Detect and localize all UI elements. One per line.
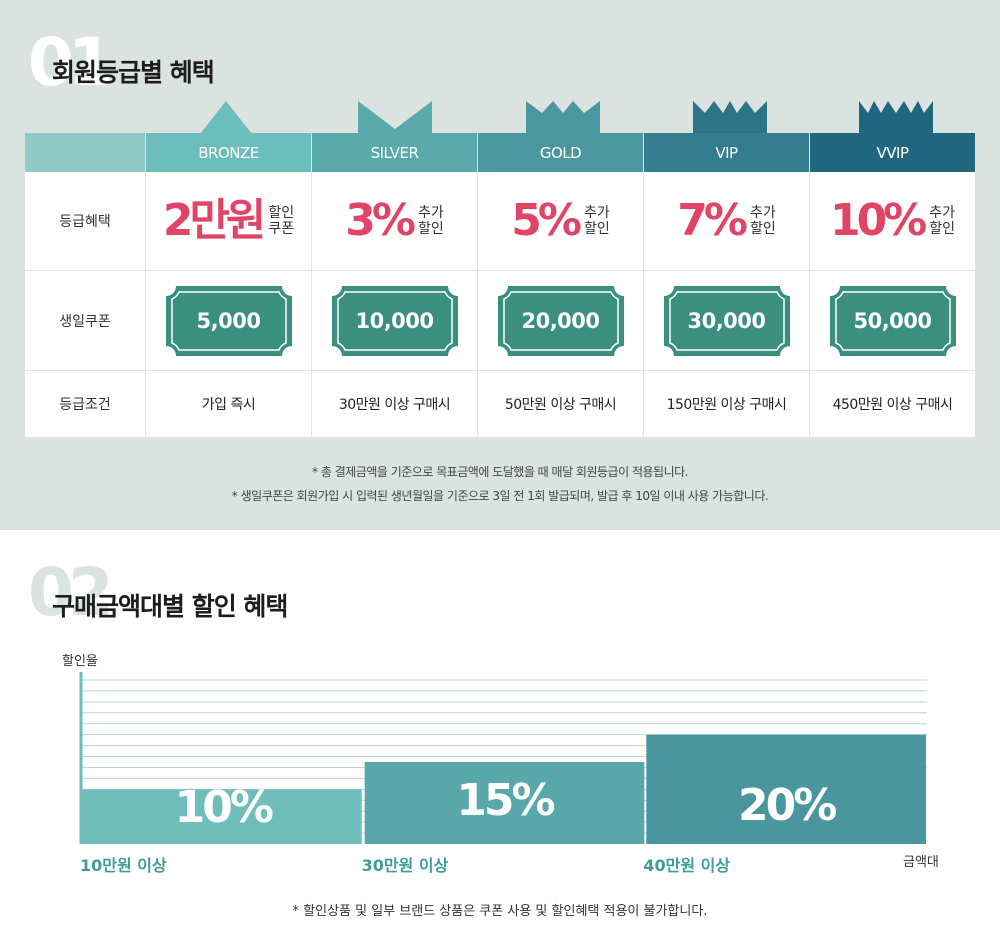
bar-value-label: 20% [737,779,837,831]
benefit-sub: 추가 [417,205,444,221]
benefit-sub: 할인 [268,205,295,221]
bronze-crown-icon [200,101,252,134]
chart-plot [79,672,927,844]
benefit-cell-gold: 5% 추가 할인 [477,172,643,270]
vvip-crown-icon [859,101,933,134]
section-number: 02 [28,554,114,631]
benefit-sub: 할인 [749,221,776,237]
vip-crown-icon [693,101,767,134]
coupon-cell-vvip: 50,000 [809,271,975,370]
header-vip: VIP [644,133,809,172]
coupon-badge: 30,000 [663,285,790,356]
coupon-cell-gold: 20,000 [477,271,643,370]
benefit-cell-silver: 3% 추가 할인 [311,172,477,270]
benefit-sub: 할인 [417,221,444,237]
section-purchase-discount: 02 구매금액대별 할인 혜택 할인율 10% 15% 20% 10만원 이상 30만… [0,530,1000,943]
coupon-cell-bronze: 5,000 [145,271,311,370]
section-title: 회원등급별 혜택 [52,58,215,87]
benefit-cell-vvip: 10% 추가 할인 [809,172,975,270]
condition-gold: 50만원 이상 구매시 [477,371,643,437]
coupon-cell-silver: 10,000 [311,271,477,370]
coupon-row: 생일쿠폰 5,000 10,000 20,000 30,000 50,000 [25,271,975,371]
row-label-condition: 등급조건 [59,397,111,413]
benefit-value: 5% [511,195,582,246]
silver-crown-icon [358,101,432,134]
coupon-badge: 5,000 [165,285,292,356]
bar [364,762,645,844]
header-silver: SILVER [312,133,477,172]
coupon-badge: 50,000 [829,285,956,356]
coupon-amount: 5,000 [196,308,261,333]
bar [646,734,926,844]
notes: * 총 결제금액을 기준으로 목표금액에 도달했을 때 매달 회원등급이 적용됩… [0,460,1000,508]
coupon-badge: 10,000 [331,285,458,356]
header-bronze: BRONZE [146,133,311,172]
note-line: * 생일쿠폰은 회원가입 시 입력된 생년월일을 기준으로 3일 전 1회 발급… [231,489,769,503]
x-tick-label: 40만원 이상 [643,856,731,875]
section-title: 구매금액대별 할인 혜택 [52,592,288,621]
condition-vip: 150만원 이상 구매시 [643,371,809,437]
bar-value-label: 15% [456,775,555,826]
benefit-value: 10% [829,195,927,246]
coupon-amount: 20,000 [521,308,600,333]
header-blank [25,133,145,172]
membership-table: BRONZE SILVER GOLD VIP VVIP 등급혜택 2만원 할인 쿠폰… [25,133,975,437]
benefit-sub: 할인 [929,221,956,237]
section-number: 01 [28,24,114,101]
note-line: * 총 결제금액을 기준으로 목표금액에 도달했을 때 매달 회원등급이 적용됩… [312,465,688,479]
x-tick-label: 10만원 이상 [80,856,167,875]
row-label-coupon: 생일쿠폰 [59,313,111,330]
footnote: * 할인상품 및 일부 브랜드 상품은 쿠폰 사용 및 할인혜택 적용이 불가합… [292,904,708,919]
header-gold: GOLD [478,133,643,172]
coupon-amount: 50,000 [853,308,932,333]
section-membership-benefits: 01 회원등급별 혜택 BRONZE SILVER GOLD VIP VVIP … [0,0,1000,530]
discount-chart: 할인율 10% 15% 20% 10만원 이상 30만원 이상 40만원 이상 금액대 [0,530,1000,943]
benefit-sub: 추가 [749,205,776,221]
condition-vvip: 450만원 이상 구매시 [809,371,975,437]
x-axis-label: 금액대 [903,855,939,870]
benefit-sub: 추가 [929,205,956,221]
header-vvip: VVIP [810,133,975,172]
coupon-amount: 10,000 [355,308,434,333]
coupon-badge: 20,000 [497,285,624,356]
condition-silver: 30만원 이상 구매시 [311,371,477,437]
y-axis-label: 할인율 [62,654,98,669]
benefit-cell-bronze: 2만원 할인 쿠폰 [145,172,311,270]
gold-crown-icon [526,101,600,134]
benefit-value: 3% [345,195,416,246]
benefit-sub: 추가 [583,205,610,221]
condition-bronze: 가입 즉시 [145,371,311,437]
x-tick-label: 30만원 이상 [361,856,449,875]
benefit-cell-vip: 7% 추가 할인 [643,172,809,270]
benefit-row: 등급혜택 2만원 할인 쿠폰 3% 추가 할인 5% 추가 할인 7% 추가 할인 10% 추가 할… [25,172,975,271]
condition-row: 등급조건 가입 즉시 30만원 이상 구매시 50만원 이상 구매시 150만원… [25,371,975,437]
bar-value-label: 10% [174,782,274,834]
row-label-benefit: 등급혜택 [59,214,111,230]
coupon-amount: 30,000 [687,308,766,333]
coupon-cell-vip: 30,000 [643,271,809,370]
bar [82,789,362,844]
benefit-sub: 쿠폰 [268,221,295,237]
benefit-sub: 할인 [583,221,610,237]
benefit-value: 2만원 [162,195,267,246]
benefit-value: 7% [677,195,748,246]
